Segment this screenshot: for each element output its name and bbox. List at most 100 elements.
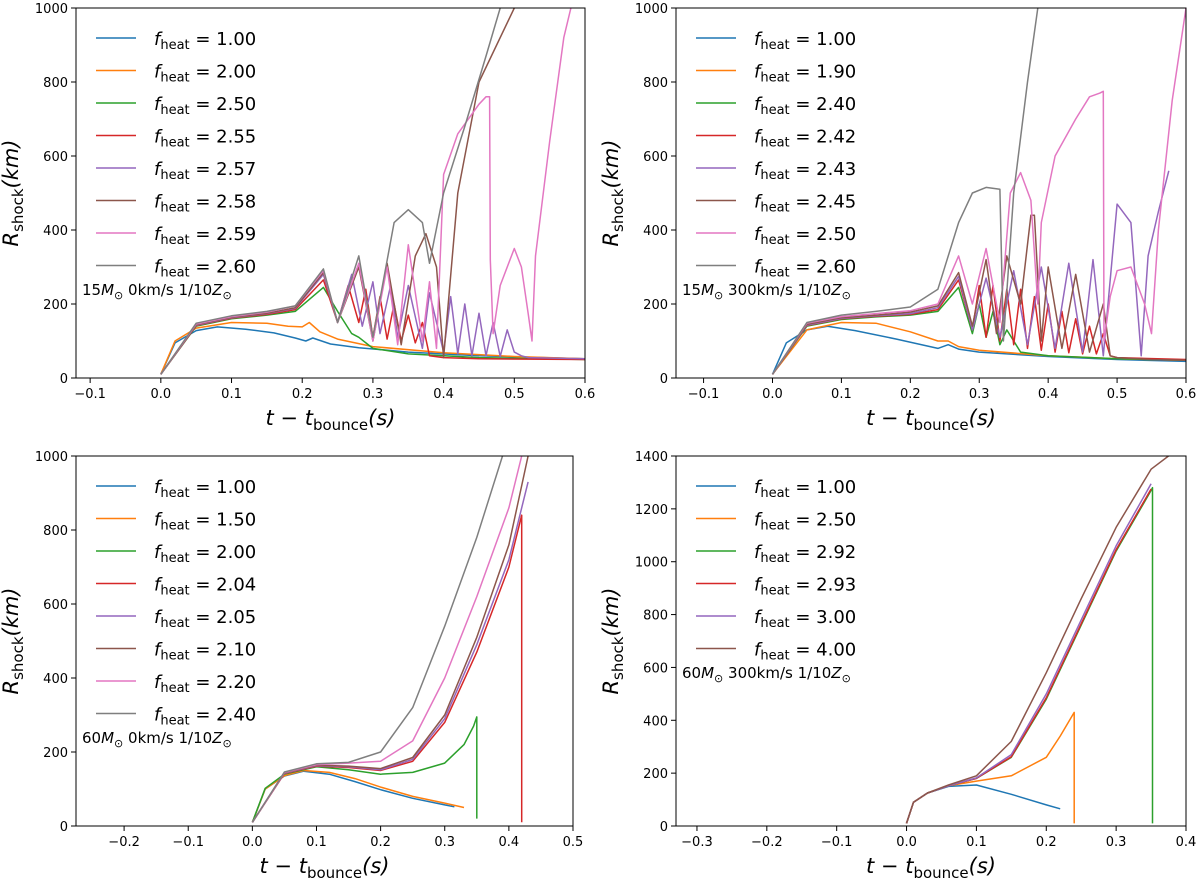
legend-f: f: [754, 224, 763, 245]
series-line: [905, 483, 1152, 824]
y-tick-label: 400: [43, 672, 68, 687]
legend-value: = 2.42: [790, 127, 857, 148]
annotation-m: M: [701, 281, 714, 299]
y-tick-label: 600: [43, 150, 68, 165]
legend-f: f: [154, 542, 163, 563]
annotation-z: Z: [211, 281, 223, 299]
legend-value: = 2.00: [190, 62, 257, 83]
y-tick-label: 0: [60, 372, 68, 387]
legend-f: f: [754, 510, 763, 531]
legend-sub: heat: [760, 233, 789, 248]
legend-value: = 2.50: [190, 94, 257, 115]
legend-label: fheat = 2.05: [154, 607, 256, 631]
legend-sub: heat: [760, 201, 789, 216]
legend-label: fheat = 1.00: [154, 29, 256, 53]
annotation-sun: ⊙: [842, 289, 851, 302]
legend-value: = 2.59: [190, 224, 257, 245]
legend-label: fheat = 2.43: [754, 159, 856, 183]
legend-f: f: [754, 607, 763, 628]
x-axis-label-text: t − t: [260, 854, 308, 878]
chart-panel-top-left: −0.1 0.0 0.1 0.2 0.3 0.4 0.5 0.6 0 200 400 600 800 10…: [0, 2, 595, 434]
legend-value: = 2.50: [790, 510, 857, 531]
annotation-rest: 300km/s 1/10: [723, 281, 831, 299]
legend-value: = 3.00: [790, 607, 857, 628]
series-lines: [771, 8, 1186, 375]
series-line: [771, 279, 1186, 375]
annotation-z: Z: [830, 664, 842, 682]
y-tick-label: 0: [660, 820, 668, 835]
y-tick-label: 800: [643, 76, 668, 91]
legend-label: fheat = 2.58: [154, 192, 256, 216]
panel-annotation: 60M⊙ 0km/s 1/10Z⊙: [82, 729, 232, 750]
legend-sub: heat: [160, 71, 189, 86]
y-axis-label-unit: (km): [599, 587, 623, 636]
annotation-rest: 0km/s 1/10: [123, 729, 212, 747]
legend-sub: heat: [760, 551, 789, 566]
legend-f: f: [154, 510, 163, 531]
legend-f: f: [154, 575, 163, 596]
legend-label: fheat = 3.00: [754, 607, 856, 631]
x-tick-label: 0.6: [575, 387, 596, 402]
legend-sub: heat: [760, 649, 789, 664]
annotation-rest: 300km/s 1/10: [723, 664, 831, 682]
legend-f: f: [154, 705, 163, 726]
x-tick-label: 0.2: [1036, 835, 1057, 850]
x-tick-label: 0.6: [1176, 387, 1197, 402]
legend-f: f: [154, 94, 163, 115]
annotation-m: M: [101, 281, 114, 299]
y-tick-label: 600: [643, 661, 668, 676]
chart-panel-bottom-right: −0.3 −0.2 −0.1 0.0 0.1 0.2 0.3 0.4 0 200 400 600 800…: [599, 450, 1196, 880]
y-tick-label: 1200: [635, 503, 668, 518]
legend-value: = 2.04: [190, 575, 257, 596]
legend-label: fheat = 2.42: [754, 127, 856, 151]
series-line: [251, 514, 523, 823]
y-tick-label: 0: [660, 372, 668, 387]
annotation-m: M: [701, 664, 714, 682]
x-tick-label: 0.2: [292, 387, 313, 402]
y-axis-label-unit: (km): [599, 139, 623, 188]
annotation-sun: ⊙: [222, 737, 231, 750]
y-tick-label: 200: [643, 298, 668, 313]
annotation-mass: 15: [682, 281, 701, 299]
legend-f: f: [154, 62, 163, 83]
chart-panel-top-right: −0.1 0.0 0.1 0.2 0.3 0.4 0.5 0.6 0 200 400 600 800 10…: [599, 2, 1196, 434]
x-tick-label: 0.3: [969, 387, 990, 402]
series-line: [905, 784, 1061, 824]
y-tick-label: 400: [43, 224, 68, 239]
legend-f: f: [154, 477, 163, 498]
x-axis-label-unit: (s): [362, 854, 389, 878]
annotation-z: Z: [211, 729, 223, 747]
legend-sub: heat: [160, 584, 189, 599]
y-tick-label: 0: [60, 820, 68, 835]
x-axis-label-text: t − t: [866, 406, 914, 430]
legend-sub: heat: [160, 714, 189, 729]
annotation-mass: 60: [682, 664, 701, 682]
legend-label: fheat = 2.55: [154, 127, 256, 151]
legend-label: fheat = 2.40: [754, 94, 856, 118]
panel-annotation: 15M⊙ 0km/s 1/10Z⊙: [82, 281, 232, 302]
x-tick-label: 0.1: [221, 387, 242, 402]
legend-value: = 2.40: [190, 705, 257, 726]
legend-f: f: [154, 29, 163, 50]
y-tick-label: 1000: [635, 556, 668, 571]
x-axis-label: t − tbounce(s): [866, 854, 996, 880]
annotation-sun: ⊙: [222, 289, 231, 302]
x-tick-label: 0.1: [831, 387, 852, 402]
legend-sub: heat: [160, 136, 189, 151]
x-tick-label: −0.1: [688, 387, 720, 402]
x-tick-label: −0.3: [681, 835, 713, 850]
x-tick-label: −0.2: [751, 835, 783, 850]
x-tick-label: 0.3: [434, 835, 455, 850]
x-tick-label: −0.1: [172, 835, 204, 850]
annotation-mass: 15: [82, 281, 101, 299]
legend-f: f: [754, 159, 763, 180]
legend-value: = 2.43: [790, 159, 857, 180]
y-tick-label: 400: [643, 224, 668, 239]
legend-value: = 2.58: [190, 192, 257, 213]
legend-sub: heat: [160, 551, 189, 566]
annotation-z: Z: [830, 281, 842, 299]
legend-sub: heat: [760, 486, 789, 501]
legend-label: fheat = 2.40: [154, 705, 256, 729]
y-axis-label-text: R: [0, 232, 23, 247]
x-axis-label-sub: bounce: [913, 864, 968, 880]
